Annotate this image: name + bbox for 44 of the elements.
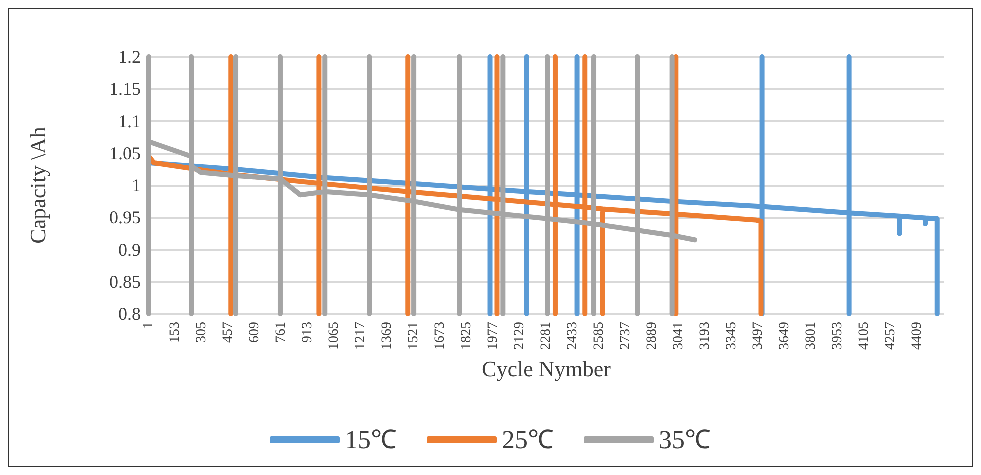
y-tick-label: 1.15 — [110, 79, 141, 100]
x-tick-label: 4257 — [884, 322, 899, 350]
x-tick-label: 2129 — [512, 322, 528, 350]
legend-label: 35℃ — [659, 426, 711, 454]
x-tick-label: 1521 — [406, 322, 422, 350]
x-tick-label: 2433 — [566, 322, 581, 350]
y-tick-label: 1.05 — [110, 143, 141, 164]
x-tick-label: 761 — [274, 322, 290, 343]
legend-label: 15℃ — [345, 426, 397, 454]
legend-label: 25℃ — [502, 426, 554, 454]
x-tick-label: 1065 — [327, 322, 342, 350]
x-tick-label: 457 — [221, 322, 236, 343]
x-tick-label: 305 — [194, 322, 210, 343]
x-tick-label: 3953 — [830, 322, 846, 350]
x-axis-title: Cycle Nymber — [482, 356, 612, 382]
x-tick-label: 1369 — [380, 322, 396, 350]
x-tick-label: 1673 — [433, 322, 448, 350]
x-tick-label: 4409 — [910, 322, 926, 350]
x-tick-label: 4105 — [857, 322, 872, 350]
x-tick-label: 1 — [142, 322, 156, 329]
x-tick-label: 3345 — [724, 322, 740, 350]
x-tick-label: 3497 — [751, 322, 766, 350]
x-tick-label: 609 — [248, 322, 263, 343]
x-tick-label: 153 — [168, 322, 184, 343]
x-tick-label: 2281 — [539, 322, 554, 350]
x-tick-label: 1977 — [486, 322, 502, 350]
x-tick-label: 1825 — [460, 322, 475, 350]
y-axis-title: Capacity \Ah — [26, 127, 50, 244]
y-tick-label: 0.95 — [110, 208, 141, 228]
y-tick-label: 1.2 — [118, 47, 141, 67]
y-tick-label: 0.9 — [118, 240, 141, 260]
y-tick-label: 0.8 — [118, 304, 141, 324]
x-tick-label: 3801 — [804, 322, 820, 350]
x-tick-label: 3041 — [672, 322, 687, 350]
x-tick-label: 1217 — [354, 322, 369, 350]
x-tick-label: 2737 — [618, 322, 634, 350]
y-tick-label: 0.85 — [110, 272, 141, 292]
x-tick-label: 2889 — [645, 322, 660, 350]
y-tick-label: 1.1 — [118, 111, 141, 132]
x-tick-label: 2585 — [592, 322, 608, 350]
y-tick-label: 1 — [132, 176, 141, 196]
x-tick-label: 913 — [300, 322, 316, 343]
x-tick-label: 3193 — [698, 322, 714, 350]
x-tick-label: 3649 — [778, 322, 793, 350]
